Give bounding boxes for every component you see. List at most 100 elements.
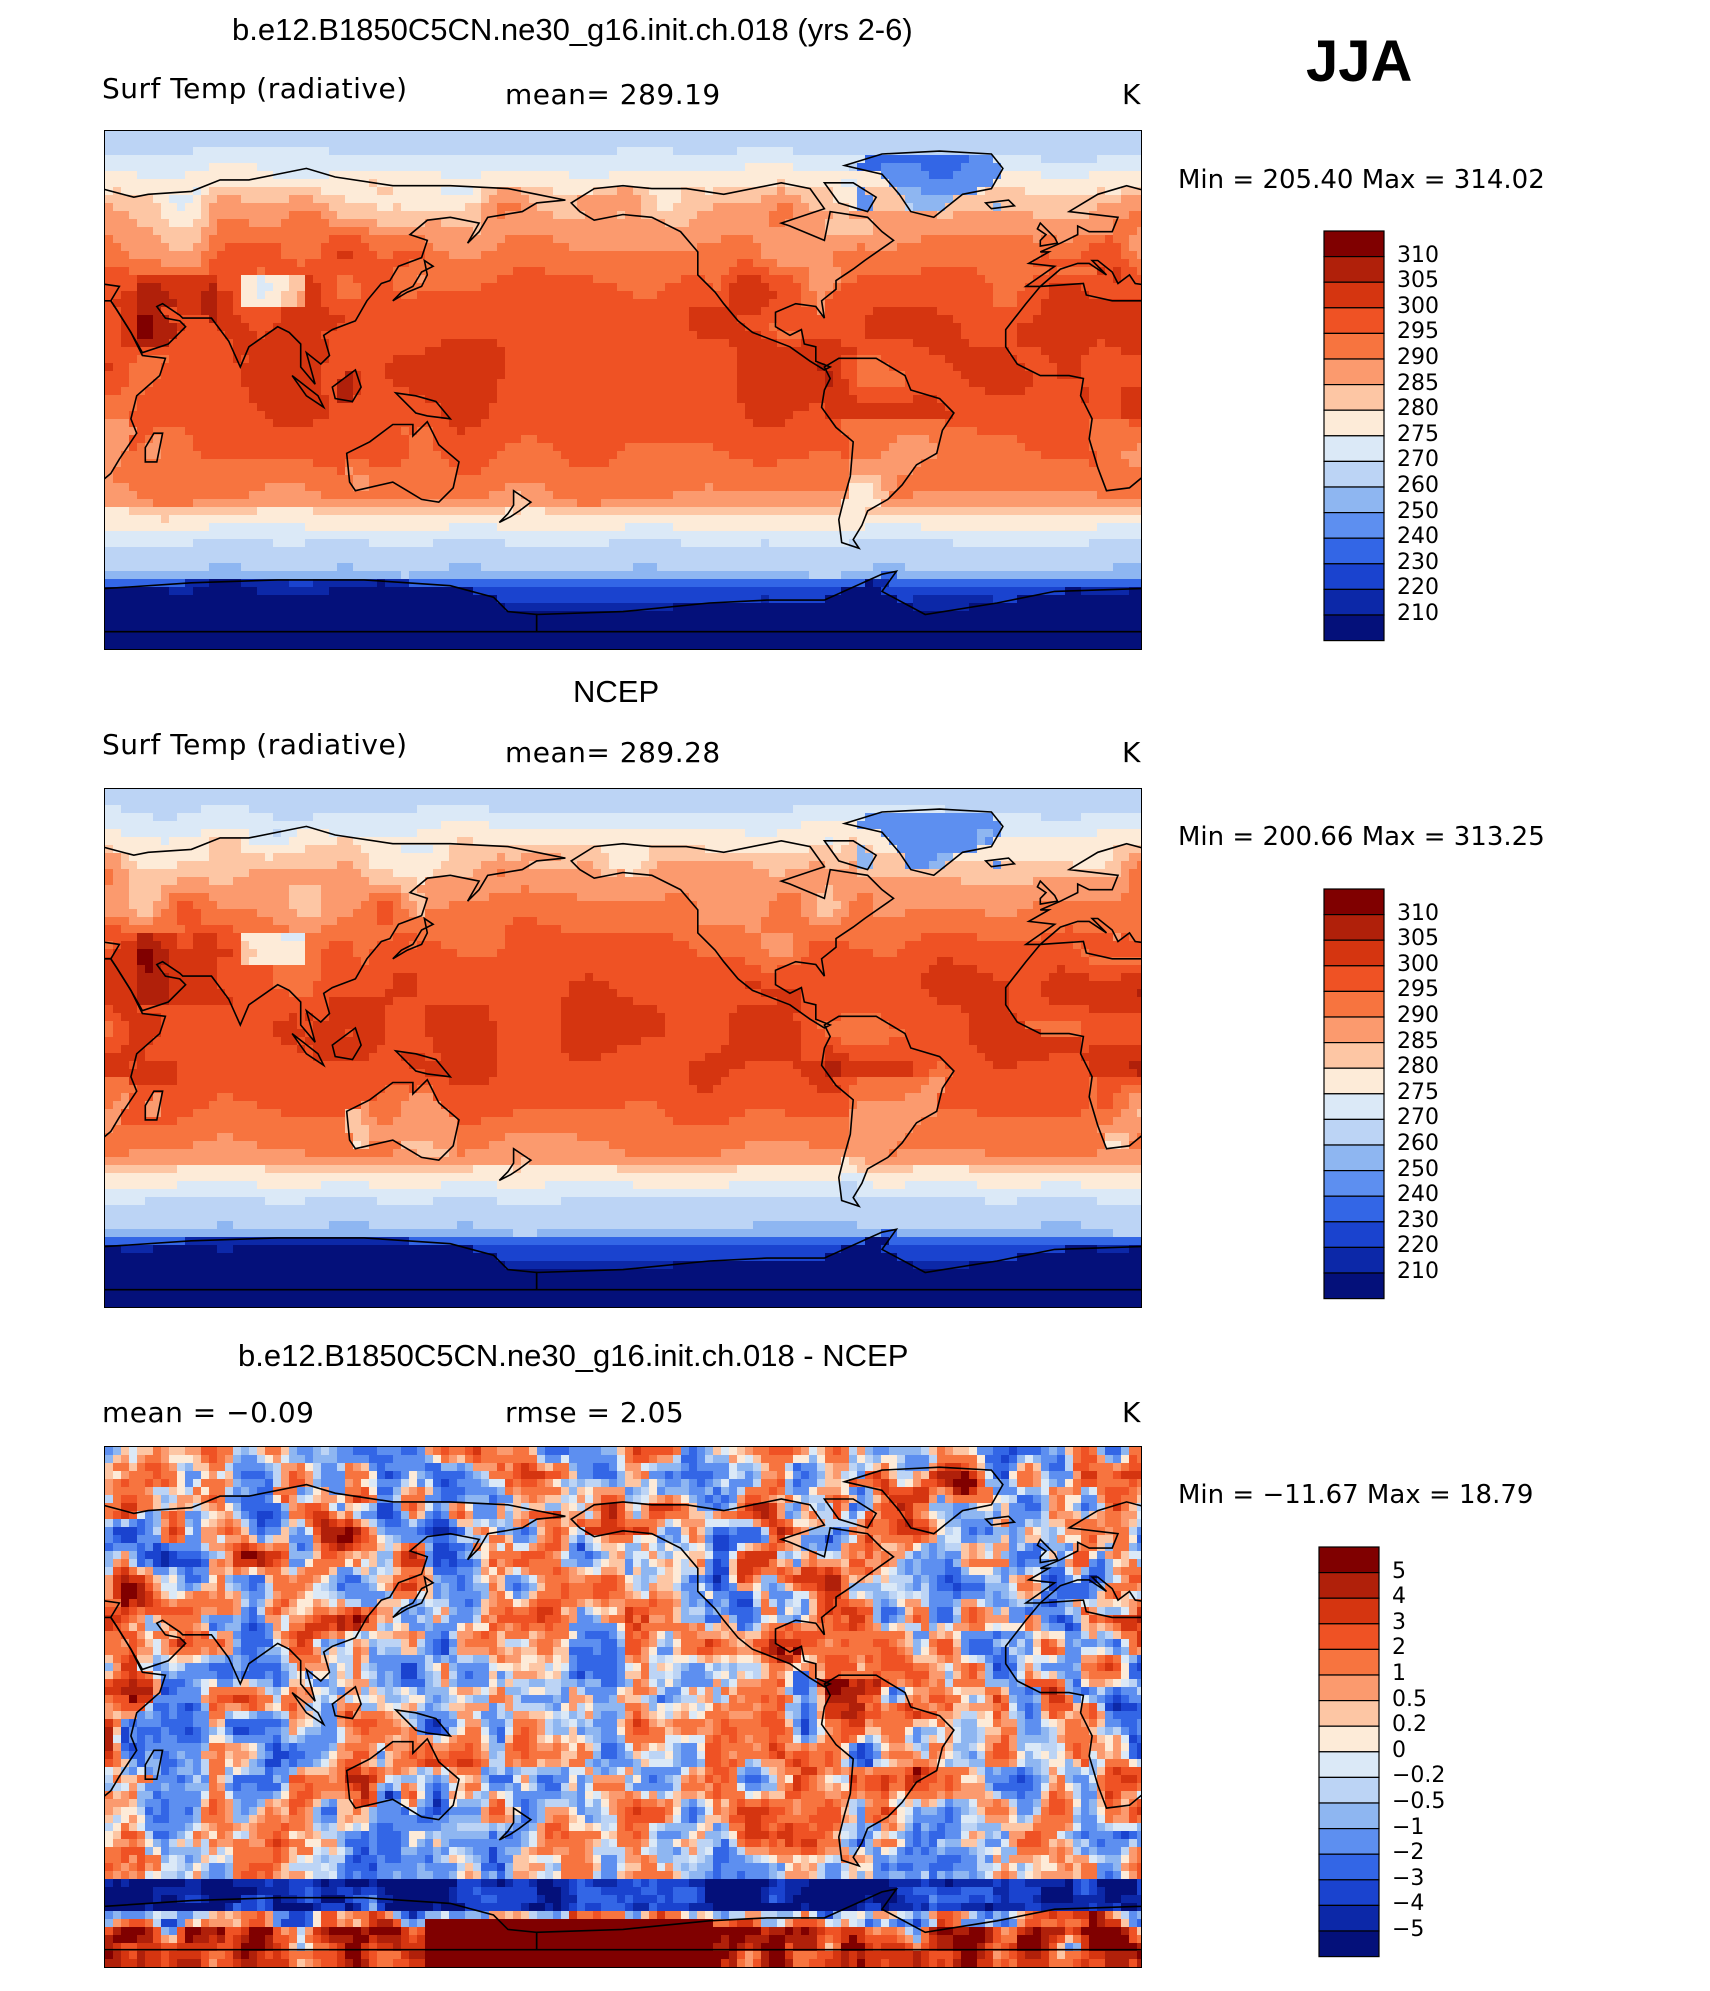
colorbar-swatch <box>1323 1221 1385 1248</box>
colorbar-tick-label: 290 <box>1397 345 1439 370</box>
coastline-borneo <box>331 1685 362 1720</box>
colorbar-swatch <box>1323 1042 1385 1069</box>
field-cells <box>105 1447 1141 1967</box>
colorbar-swatches <box>1323 230 1385 642</box>
coastline-baffin <box>822 1498 878 1529</box>
coastlines <box>105 808 1141 1291</box>
colorbar-tick-label: 310 <box>1397 900 1439 926</box>
coastline-australia <box>345 420 460 504</box>
panel-1-mean-label: mean= 289.19 <box>505 78 721 111</box>
coastlines <box>105 1466 1141 1951</box>
coastline-nz <box>498 1806 533 1841</box>
colorbar-tick-label: 300 <box>1397 951 1439 977</box>
colorbar-tick-label: −2 <box>1392 1840 1425 1866</box>
panel-3-units-label: K <box>1122 1396 1141 1429</box>
colorbar-tick-label: 275 <box>1397 1079 1439 1105</box>
coastline-australia <box>345 1737 460 1821</box>
panel-1-title: b.e12.B1850C5CN.ne30_g16.init.ch.018 (yr… <box>232 12 913 47</box>
panel-3-mean-label: mean = −0.09 <box>102 1396 315 1429</box>
colorbar-tick-label: 260 <box>1397 1131 1439 1156</box>
coastline-africa <box>105 958 167 1138</box>
colorbar-swatch <box>1318 1751 1380 1779</box>
colorbar-swatches <box>1318 1546 1380 1958</box>
panel-3-map <box>104 1446 1142 1968</box>
coastline-greenland <box>841 808 1004 877</box>
colorbar-tick-label: 3 <box>1392 1609 1406 1635</box>
colorbar-tick-label: −4 <box>1392 1891 1425 1917</box>
colorbar-swatch <box>1323 1118 1385 1146</box>
colorbar-swatch <box>1323 939 1385 967</box>
colorbar-swatch <box>1323 435 1385 463</box>
coastline-britain <box>1036 221 1059 248</box>
panel-2-map <box>104 788 1142 1308</box>
colorbar-tick-label: 280 <box>1397 396 1439 422</box>
coastline-africa <box>105 1616 167 1797</box>
coastline-newguinea <box>393 1708 453 1737</box>
colorbar-swatch <box>1323 1195 1385 1223</box>
coastline-newguinea <box>393 1049 453 1078</box>
panel-2-mean-label: mean= 289.28 <box>505 736 721 769</box>
colorbar-tick-label: 280 <box>1397 1054 1439 1080</box>
coastline-greenland <box>841 150 1004 219</box>
colorbar-swatch <box>1318 1828 1380 1855</box>
coastline-borneo <box>331 368 362 403</box>
colorbar-tick-label: 5 <box>1392 1558 1406 1584</box>
coastline-namerica <box>569 1498 895 1688</box>
colorbar-tick-label: 305 <box>1397 268 1439 294</box>
colorbar-swatch <box>1318 1597 1380 1625</box>
colorbar-swatch <box>1323 384 1385 411</box>
colorbar-swatch <box>1318 1674 1380 1702</box>
coastline-iceland <box>983 1515 1017 1526</box>
coastline-samerica <box>820 357 955 550</box>
colorbar-tick-label: −1 <box>1392 1814 1425 1840</box>
colorbar-tick-label: 270 <box>1397 1105 1439 1131</box>
coastline-iceland <box>983 857 1017 868</box>
coastline-iceland <box>983 199 1017 210</box>
colorbar-tick-label: 290 <box>1397 1003 1439 1028</box>
colorbar-tick-label: 2 <box>1392 1635 1406 1661</box>
coastline-madagascar <box>144 432 164 463</box>
colorbar-swatch <box>1323 914 1385 941</box>
coastline-australia <box>345 1078 460 1162</box>
colorbar-swatch <box>1323 888 1385 916</box>
colorbar-swatch <box>1323 1246 1385 1274</box>
coastline-borneo <box>331 1026 362 1061</box>
colorbar-swatch <box>1323 230 1385 258</box>
colorbar-swatch <box>1318 1572 1380 1599</box>
colorbar-swatch <box>1318 1725 1380 1753</box>
field-cells <box>105 789 1141 1307</box>
panel-2-colorbar: 310 305 300 295 290 285 280 275 270 260 250 240 230 2… <box>1323 888 1439 1305</box>
coastline-sumatra <box>291 374 326 410</box>
coastline-samerica <box>820 1674 955 1868</box>
colorbar-swatch <box>1323 965 1385 993</box>
colorbar-swatch <box>1318 1776 1380 1804</box>
panel-1-map <box>104 130 1142 650</box>
coastline-madagascar <box>144 1090 164 1121</box>
colorbar-tick-label: −5 <box>1392 1917 1425 1942</box>
coastline-antarctica <box>105 1237 538 1291</box>
coastline-nz <box>498 1147 533 1182</box>
colorbar-swatch <box>1323 1144 1385 1172</box>
colorbar-swatch <box>1323 1016 1385 1044</box>
coastline-antarctica <box>535 1228 1141 1291</box>
colorbar-tick-label: 260 <box>1397 473 1439 498</box>
colorbar-swatch <box>1323 358 1385 386</box>
colorbar-swatch <box>1323 588 1385 616</box>
coastline-japan <box>392 916 435 960</box>
colorbar-swatches <box>1323 888 1385 1300</box>
panel-3-colorbar: 5 4 3 2 1 0.5 0.2 0 −0.2 −0.5 −1 −2 −3 −4 −5 <box>1318 1546 1445 1963</box>
colorbar-swatch <box>1318 1904 1380 1932</box>
colorbar-tick-label: 295 <box>1397 977 1439 1003</box>
colorbar-swatch <box>1323 256 1385 283</box>
colorbar-swatch <box>1323 332 1385 360</box>
coastlines <box>105 150 1141 633</box>
colorbar-tick-label: 305 <box>1397 926 1439 952</box>
colorbar-tick-label: 275 <box>1397 421 1439 447</box>
colorbar-swatch <box>1323 1067 1385 1095</box>
coastline-japan <box>392 258 435 302</box>
colorbar-tick-label: 220 <box>1397 1233 1439 1259</box>
colorbar-tick-label: −0.5 <box>1392 1789 1446 1814</box>
colorbar-swatch <box>1323 1272 1385 1300</box>
colorbar-tick-label: −0.2 <box>1392 1763 1446 1789</box>
coastline-africa <box>1004 282 1141 492</box>
